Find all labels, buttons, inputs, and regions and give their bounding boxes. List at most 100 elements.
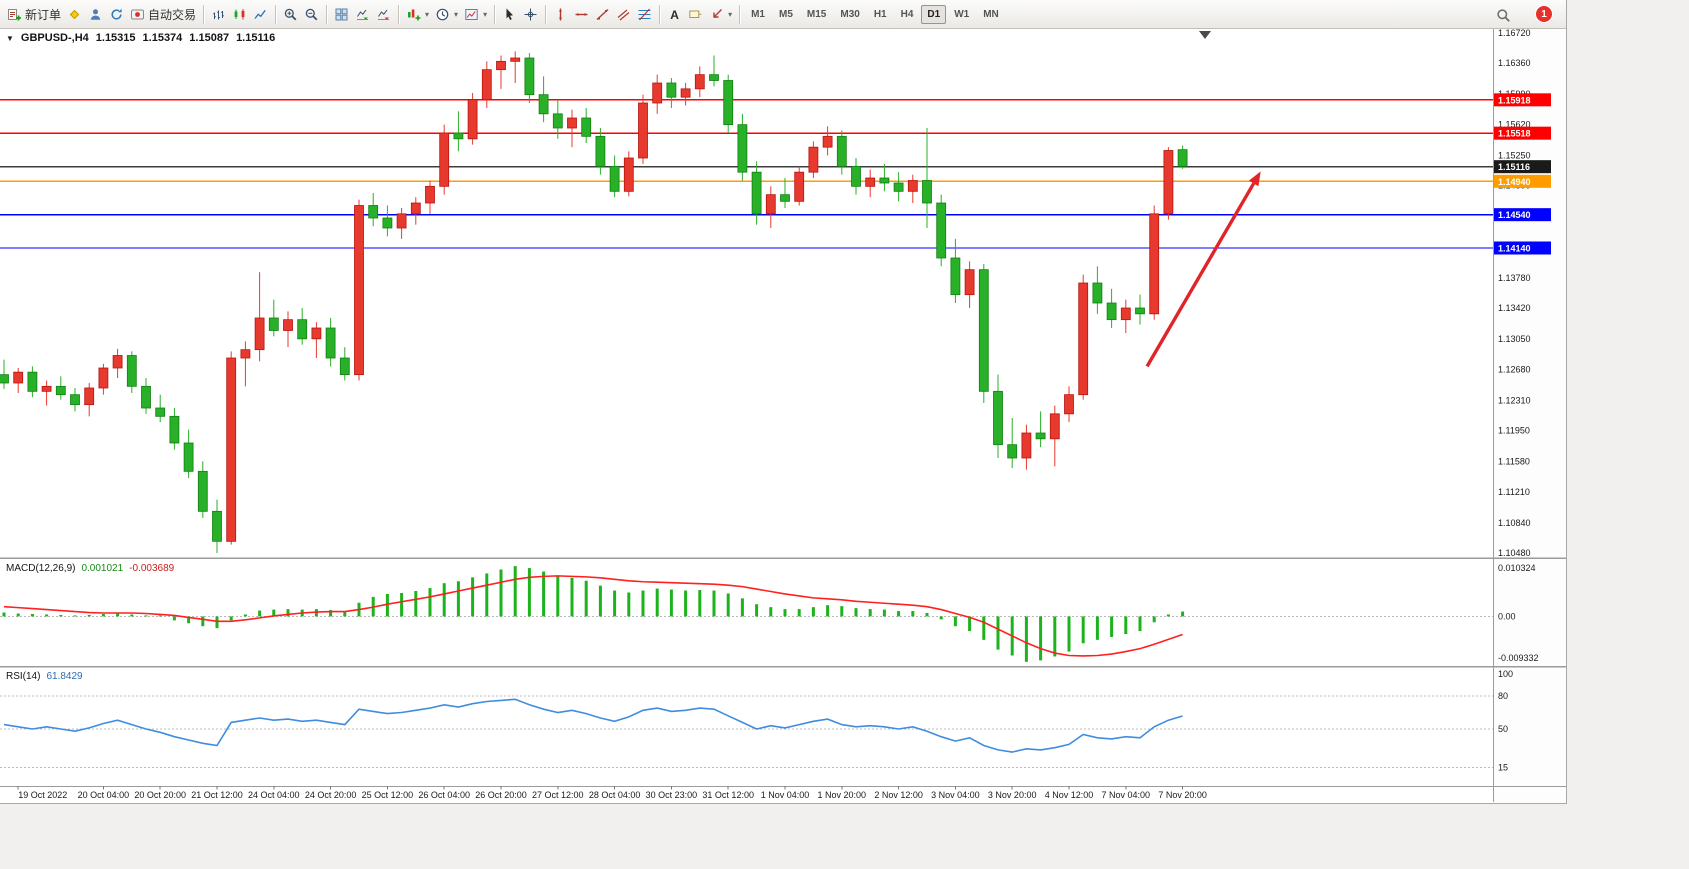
auto-trading-label: 自动交易: [148, 7, 197, 22]
candle-body: [737, 124, 748, 173]
candle-body: [84, 387, 95, 406]
candle-body: [1135, 307, 1145, 315]
time-axis-label: 2 Nov 12:00: [874, 790, 923, 800]
text-tool-button[interactable]: A: [664, 3, 685, 25]
candle-body: [240, 349, 251, 359]
linechart-icon: [253, 7, 268, 22]
channel-tool-button[interactable]: [613, 3, 634, 25]
candle: [439, 124, 450, 195]
timeframe-mn-button[interactable]: MN: [983, 8, 999, 20]
candle: [425, 180, 435, 214]
indicators-button[interactable]: ▾: [403, 3, 432, 25]
symbol-period-label: GBPUSD-,H4: [20, 32, 89, 44]
candle: [98, 363, 109, 395]
candle: [865, 169, 876, 198]
candle: [893, 172, 904, 202]
trendline-tool-button[interactable]: [592, 3, 613, 25]
candle-body: [567, 117, 577, 129]
toolbar-separator: [545, 4, 547, 24]
timeframe-h4-button[interactable]: H4: [900, 8, 914, 20]
new-order-button[interactable]: 新订单: [4, 3, 64, 25]
refresh-button[interactable]: [106, 3, 127, 25]
candle: [1163, 147, 1174, 220]
svg-text:A: A: [670, 8, 679, 22]
one-click-trading-arrow[interactable]: ▼: [6, 33, 14, 43]
macd-signal-line: [3, 575, 1183, 657]
mql5-community-button[interactable]: [85, 3, 106, 25]
candle-body: [1163, 150, 1174, 215]
timeframe-h1-button[interactable]: H1: [873, 8, 887, 20]
rsi-name: RSI(14): [6, 671, 41, 682]
panel-separator[interactable]: [0, 666, 1566, 668]
candle: [1049, 405, 1060, 467]
chart-shift-marker[interactable]: [1199, 31, 1211, 39]
vertical-line-tool-button[interactable]: [550, 3, 571, 25]
candle-body: [0, 374, 9, 384]
fibo-icon: [637, 7, 652, 22]
timeframe-d1-button[interactable]: D1: [921, 4, 947, 24]
price-axis-column: [1494, 28, 1566, 803]
candle: [922, 128, 932, 228]
fibonacci-tool-button[interactable]: [634, 3, 655, 25]
price-scale-label: 1.16360: [1498, 58, 1531, 68]
price-tag-label: 1.15918: [1498, 95, 1531, 105]
line-chart-mode-button[interactable]: [250, 3, 271, 25]
time-axis-label: 21 Oct 12:00: [191, 790, 243, 800]
rsi-indicator-label: RSI(14) 61.8429: [6, 671, 83, 682]
arrows-tool-button[interactable]: ▾: [706, 3, 735, 25]
rsi-scale-label: 50: [1498, 724, 1508, 734]
macd-scale-label: 0.00: [1498, 611, 1516, 621]
candle: [1120, 299, 1131, 333]
auto-trading-button[interactable]: 自动交易: [127, 3, 199, 25]
candle: [1149, 205, 1160, 320]
price-scale-label: 1.15250: [1498, 151, 1531, 161]
timeframe-m30-button[interactable]: M30: [840, 8, 860, 20]
candle-body: [851, 165, 861, 187]
candle-body: [780, 194, 790, 202]
candle-body: [652, 82, 663, 104]
candle-body: [425, 185, 435, 204]
zoom-in-button[interactable]: [280, 3, 301, 25]
candle-body: [27, 371, 38, 392]
tile-windows-button[interactable]: [331, 3, 352, 25]
candle: [680, 83, 691, 106]
candle: [396, 208, 407, 239]
candle-body: [41, 385, 52, 392]
candle-body: [1149, 213, 1160, 315]
price-scale-label: 1.13780: [1498, 273, 1531, 283]
candle: [964, 261, 975, 308]
horizontal-line-tool-button[interactable]: [571, 3, 592, 25]
candle: [567, 109, 577, 148]
candle-body: [226, 357, 237, 542]
metaeditor-button[interactable]: [64, 3, 85, 25]
timeframe-m5-button[interactable]: M5: [779, 8, 793, 20]
auto-scroll-button[interactable]: [352, 3, 373, 25]
high-value: 1.15374: [142, 32, 183, 44]
panel-separator[interactable]: [0, 557, 1566, 559]
new-order-icon: [7, 7, 22, 22]
search-button[interactable]: [1493, 4, 1514, 26]
candle-body: [1092, 282, 1103, 304]
templates-button[interactable]: ▾: [461, 3, 490, 25]
text-label-tool-button[interactable]: [685, 3, 706, 25]
crosshair-tool-button[interactable]: [520, 3, 541, 25]
candlestick-mode-button[interactable]: [229, 3, 250, 25]
candle-body: [311, 327, 322, 340]
notification-badge[interactable]: 1: [1536, 6, 1552, 22]
bid-price-line-price-tag: [1494, 160, 1551, 174]
chart-canvas[interactable]: 1.167201.163601.159901.156201.152501.148…: [0, 0, 1566, 803]
zoom-out-icon: [304, 7, 319, 22]
bar-chart-mode-button[interactable]: [208, 3, 229, 25]
timeframe-m15-button[interactable]: M15: [806, 8, 827, 20]
trend-arrow[interactable]: [1145, 171, 1261, 368]
timeframe-w1-button[interactable]: W1: [954, 8, 970, 20]
tline-icon: [595, 7, 610, 22]
candle: [325, 318, 336, 367]
zoom-out-button[interactable]: [301, 3, 322, 25]
time-axis-label: 20 Oct 04:00: [78, 790, 130, 800]
candle-body: [55, 385, 66, 396]
periods-button[interactable]: ▾: [432, 3, 461, 25]
cursor-tool-button[interactable]: [499, 3, 520, 25]
timeframe-m1-button[interactable]: M1: [751, 8, 765, 20]
chart-shift-button[interactable]: [373, 3, 394, 25]
